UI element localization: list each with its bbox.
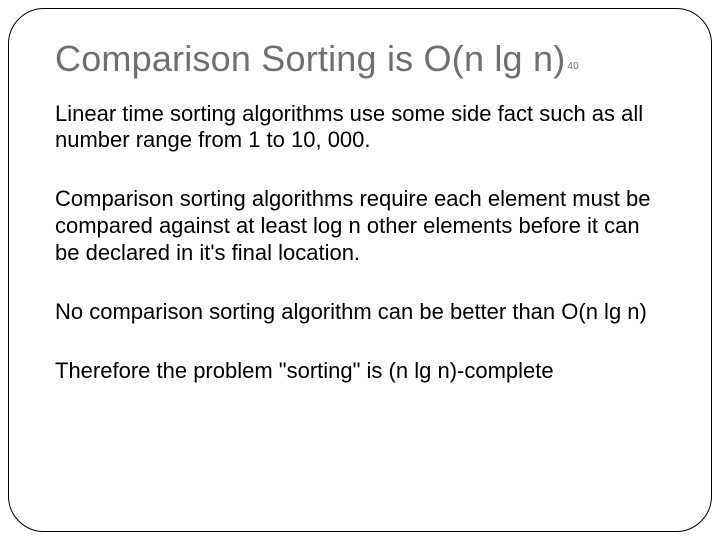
page-number: 40 [567,61,579,72]
paragraph: No comparison sorting algorithm can be b… [55,299,665,326]
paragraph: Linear time sorting algorithms use some … [55,101,665,155]
slide-body: Linear time sorting algorithms use some … [55,101,665,385]
slide-title: Comparison Sorting is O(n lg n)40 [55,39,665,79]
paragraph: Comparison sorting algorithms require ea… [55,186,665,266]
title-text: Comparison Sorting is O(n lg n) [55,38,565,79]
slide: Comparison Sorting is O(n lg n)40 Linear… [0,0,720,540]
paragraph: Therefore the problem "sorting" is (n lg… [55,358,665,385]
slide-frame: Comparison Sorting is O(n lg n)40 Linear… [8,8,712,532]
